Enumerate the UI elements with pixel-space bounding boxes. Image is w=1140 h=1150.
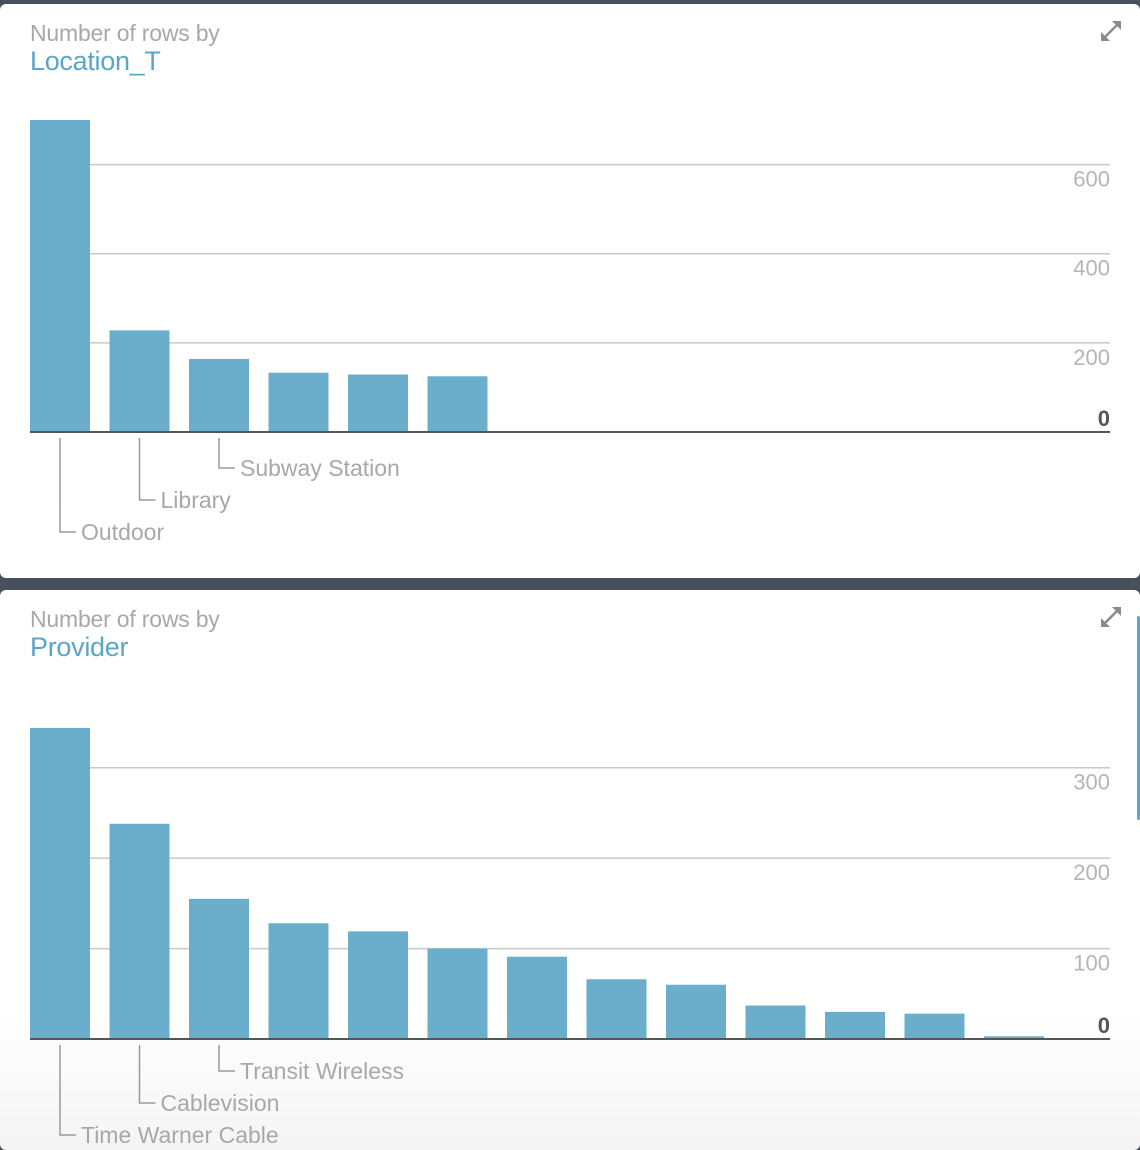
y-tick-label: 0 [1098,1013,1110,1038]
y-tick-label: 400 [1073,256,1110,281]
bar[interactable] [109,823,170,1039]
chart-card-provider: Number of rows by Provider 0 100 200 300 Tim… [0,590,1140,1150]
bar[interactable] [348,374,408,432]
bar[interactable] [507,956,567,1039]
label-leader-line [218,438,235,469]
bar[interactable] [109,330,170,432]
card-subtitle: Number of rows by [30,20,220,46]
bar[interactable] [189,358,249,432]
label-leader-line [59,1045,76,1136]
label-leader-line [138,438,156,501]
expand-arrows-icon[interactable] [1098,18,1124,44]
bar[interactable] [189,898,249,1039]
x-category-label: Cablevision [161,1090,280,1116]
bar[interactable] [666,984,726,1039]
card-subtitle: Number of rows by [30,606,220,632]
bar[interactable] [268,372,329,432]
x-category-label: Time Warner Cable [81,1122,279,1148]
bar[interactable] [825,1011,885,1039]
y-tick-label: 100 [1073,951,1110,976]
card-title: Location_T [30,46,161,76]
y-tick-label: 300 [1073,770,1110,795]
label-leader-line [138,1045,156,1104]
card-title: Provider [30,632,129,662]
y-tick-label: 0 [1098,406,1110,431]
bar-chart-location: 0 200 400 600 Outdoor Library Subway Station [30,120,1110,545]
bar[interactable] [268,923,329,1039]
expand-arrows-icon[interactable] [1098,604,1124,630]
bar[interactable] [745,1005,806,1039]
bar[interactable] [984,1036,1044,1039]
y-tick-label: 200 [1073,345,1110,370]
bar-chart-provider: 0 100 200 300 Time Warner Cable Cablevision Tr… [30,727,1110,1148]
scrollbar[interactable] [1137,616,1140,820]
chart-card-location: Number of rows by Location_T 0 200 400 600 O… [0,4,1140,578]
bar[interactable] [904,1013,965,1039]
label-leader-line [59,438,76,533]
x-category-label: Transit Wireless [240,1058,404,1084]
x-category-label: Subway Station [240,455,400,481]
y-tick-label: 600 [1073,167,1110,192]
label-leader-line [218,1045,235,1072]
y-tick-label: 200 [1073,860,1110,885]
bar[interactable] [427,948,488,1039]
x-category-label: Library [161,487,232,513]
bar[interactable] [348,931,408,1039]
bar[interactable] [586,979,647,1039]
bar[interactable] [30,727,90,1039]
x-category-label: Outdoor [81,519,164,545]
bar[interactable] [30,120,90,432]
bar[interactable] [427,376,488,432]
